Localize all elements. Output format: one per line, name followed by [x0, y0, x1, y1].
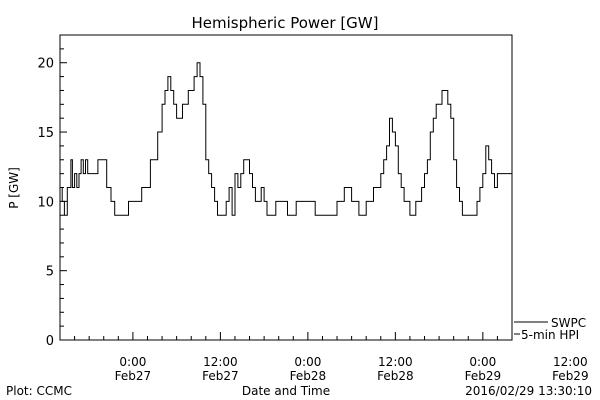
x-tick-date-label: Feb28 [290, 369, 327, 383]
y-axis-ticks: 0 5 10 15 20 [37, 48, 67, 349]
x-axis-label: Date and Time [242, 384, 330, 398]
x-tick-time-label: 12:00 [203, 355, 238, 369]
footer-timestamp: 2016/02/29 13:30:10 [465, 384, 592, 398]
x-tick-date-label: Feb29 [465, 369, 502, 383]
y-tick-label: 10 [37, 195, 54, 210]
x-tick-date-label: Feb27 [202, 369, 239, 383]
x-tick-time-label: 12:00 [553, 355, 588, 369]
y-tick-label: 20 [37, 57, 54, 72]
chart-title: Hemispheric Power [GW] [192, 14, 379, 32]
x-tick-time-label: 0:00 [294, 355, 321, 369]
x-tick-date-label: Feb29 [552, 369, 589, 383]
y-tick-label: 0 [46, 334, 54, 349]
x-tick-time-label: 0:00 [119, 355, 146, 369]
footer-credit: Plot: CCMC [6, 384, 72, 398]
legend: SWPC 5-min HPI [514, 316, 586, 342]
x-tick-date-label: Feb28 [377, 369, 414, 383]
x-axis-ticks: 0:00Feb2712:00Feb270:00Feb2812:00Feb280:… [59, 332, 589, 383]
series-line-hpi [60, 62, 513, 216]
legend-label-line2: 5-min HPI [521, 328, 579, 342]
plot-frame [59, 34, 513, 341]
x-tick-date-label: Feb27 [115, 369, 152, 383]
x-tick-time-label: 0:00 [469, 355, 496, 369]
x-tick-time-label: 12:00 [378, 355, 413, 369]
legend-label-line1: SWPC [551, 316, 586, 330]
y-tick-label: 5 [46, 265, 54, 280]
y-axis-label: P [GW] [7, 167, 21, 209]
series-group [60, 62, 513, 216]
y-tick-label: 15 [37, 126, 54, 141]
